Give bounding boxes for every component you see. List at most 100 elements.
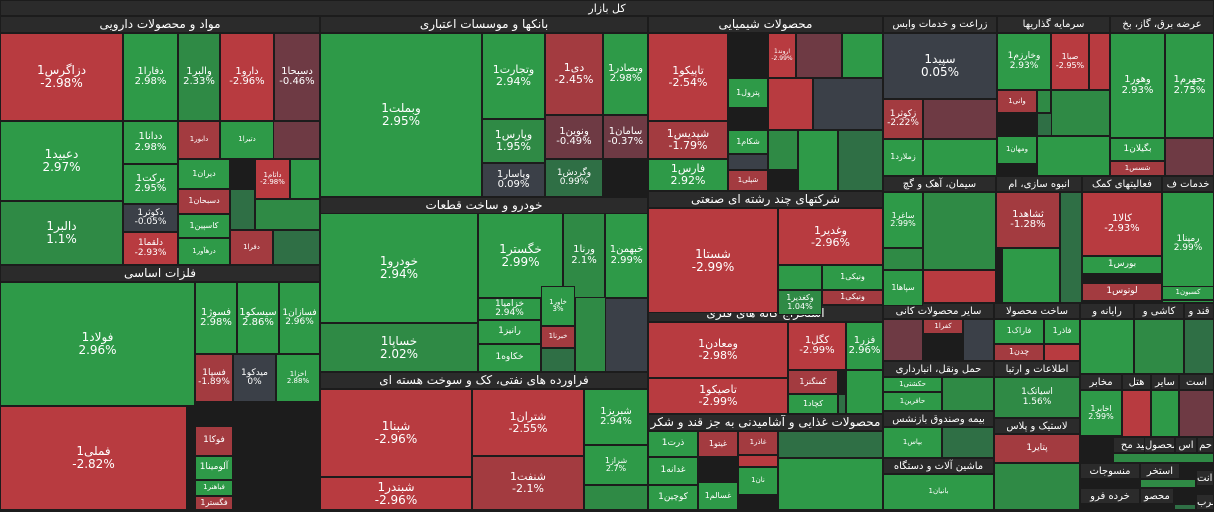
company-tile[interactable]: خبهمن1 2.99% — [605, 213, 648, 298]
company-tile[interactable]: فگستر1 — [195, 496, 233, 510]
company-tile[interactable]: وغدیر1 -2.96% — [778, 208, 883, 265]
company-tile[interactable]: شنفت1 -2.1% — [472, 456, 584, 510]
company-tile[interactable]: سپید1 0.05% — [883, 33, 997, 99]
company-tile[interactable]: وکغدیر1 1.04% — [778, 290, 822, 315]
filler-tile[interactable] — [230, 189, 255, 230]
company-tile[interactable]: آلومینا1 — [195, 456, 233, 480]
company-tile[interactable]: خکاوه1 — [478, 344, 541, 372]
company-tile[interactable]: اسیاتک1 1.56% — [994, 377, 1080, 418]
filler-tile[interactable] — [768, 78, 813, 130]
company-tile[interactable]: غسالم1 — [698, 482, 738, 510]
company-tile[interactable]: چدن1 — [994, 344, 1044, 361]
filler-tile[interactable] — [842, 33, 883, 78]
filler-tile[interactable] — [923, 139, 997, 176]
company-tile[interactable]: شتران1 -2.55% — [472, 389, 584, 456]
company-tile[interactable]: وبملت1 2.95% — [320, 33, 482, 197]
filler-tile[interactable] — [963, 319, 994, 361]
filler-tile[interactable] — [778, 265, 822, 290]
filler-tile[interactable] — [290, 159, 320, 199]
company-tile[interactable]: صبا1 -2.95% — [1051, 33, 1089, 90]
company-tile[interactable]: وخارزم1 2.93% — [997, 33, 1051, 90]
company-tile[interactable]: وهور1 2.93% — [1110, 33, 1165, 138]
company-tile[interactable]: ددانا1 2.98% — [123, 121, 178, 164]
company-tile[interactable]: خزامیا1 2.94% — [478, 298, 541, 320]
filler-tile[interactable] — [846, 370, 883, 414]
company-tile[interactable]: کمنگنز1 — [788, 370, 838, 394]
filler-tile[interactable] — [255, 199, 320, 230]
company-tile[interactable]: دالبر1 1.1% — [0, 201, 123, 265]
company-tile[interactable]: زکوثر1 -2.22% — [883, 99, 923, 139]
filler-tile[interactable] — [1060, 192, 1082, 303]
company-tile[interactable]: لوتوس1 — [1082, 283, 1162, 301]
company-tile[interactable]: شسس1 — [1110, 161, 1165, 176]
company-tile[interactable]: خبرنا1 — [541, 326, 575, 348]
filler-tile[interactable] — [1151, 390, 1179, 437]
filler-tile[interactable] — [923, 192, 996, 270]
company-tile[interactable]: وتجارت1 2.94% — [482, 33, 545, 119]
company-tile[interactable]: نان1 — [738, 467, 778, 495]
company-tile[interactable]: دعبید1 2.97% — [0, 121, 123, 201]
filler-tile[interactable] — [541, 348, 575, 372]
company-tile[interactable]: خگستر1 2.99% — [478, 213, 563, 298]
company-tile[interactable]: دی1 -2.45% — [545, 33, 603, 115]
company-tile[interactable]: اروند1 -2.99% — [768, 33, 796, 78]
company-tile[interactable]: حکشتی1 — [883, 377, 942, 392]
company-tile[interactable]: فسازان1 2.96% — [279, 282, 320, 354]
filler-tile[interactable] — [768, 130, 798, 170]
company-tile[interactable]: کوچین1 — [648, 485, 698, 510]
filler-tile[interactable] — [584, 485, 648, 510]
company-tile[interactable]: سامان1 -0.37% — [603, 115, 648, 159]
filler-tile[interactable] — [1037, 90, 1051, 113]
company-tile[interactable]: شراز1 2.7% — [584, 445, 648, 485]
company-tile[interactable]: غدانه1 — [648, 457, 698, 485]
company-tile[interactable]: بپاس1 — [883, 427, 942, 458]
company-tile[interactable]: کاسپین1 — [178, 214, 230, 238]
company-tile[interactable]: ونوین1 -0.49% — [545, 115, 603, 159]
company-tile[interactable]: وانی1 — [997, 90, 1037, 113]
company-tile[interactable]: ذرت1 — [648, 431, 698, 457]
filler-tile[interactable] — [838, 130, 883, 191]
filler-tile[interactable] — [1122, 390, 1151, 437]
company-tile[interactable]: رمپنا1 2.99% — [1162, 192, 1214, 296]
filler-tile[interactable] — [1165, 138, 1214, 176]
company-tile[interactable]: فملی1 -2.82% — [0, 406, 187, 510]
company-tile[interactable]: خساپا1 2.02% — [320, 323, 478, 372]
company-tile[interactable]: خودرو1 2.94% — [320, 213, 478, 323]
company-tile[interactable]: فاذر1 — [1044, 319, 1080, 344]
filler-tile[interactable] — [994, 463, 1080, 510]
company-tile[interactable]: حافرین1 — [883, 392, 942, 411]
company-tile[interactable]: پتایر1 — [994, 434, 1080, 463]
company-tile[interactable]: داتام1 -2.98% — [255, 159, 290, 199]
company-tile[interactable]: زملارد1 — [883, 139, 923, 176]
company-tile[interactable]: بگیلان1 — [1110, 138, 1165, 161]
company-tile[interactable]: ثشاهد1 -1.28% — [996, 192, 1060, 248]
company-tile[interactable]: ساغر1 2.99% — [883, 192, 923, 248]
company-tile[interactable]: کسبون1 — [1162, 286, 1214, 300]
filler-tile[interactable] — [1044, 344, 1080, 361]
company-tile[interactable]: وپاسار1 0.09% — [482, 163, 545, 197]
filler-tile[interactable] — [796, 33, 842, 78]
filler-tile[interactable] — [883, 319, 923, 361]
company-tile[interactable]: کگل1 -2.99% — [788, 322, 846, 370]
filler-tile[interactable] — [778, 431, 883, 458]
company-tile[interactable]: ونیکی1 — [822, 265, 883, 290]
company-tile[interactable]: تاپیکو1 -2.54% — [648, 33, 728, 121]
filler-tile[interactable] — [923, 270, 996, 303]
filler-tile[interactable] — [1113, 453, 1214, 463]
filler-tile[interactable] — [1002, 248, 1060, 303]
company-tile[interactable]: بورس1 — [1082, 256, 1162, 274]
filler-tile[interactable] — [1134, 319, 1184, 374]
company-tile[interactable]: دفارا1 2.98% — [123, 33, 178, 121]
company-tile[interactable]: اخابر1 2.99% — [1080, 390, 1122, 436]
company-tile[interactable]: بانیان1 — [883, 474, 994, 510]
company-tile[interactable]: فباهنر1 — [195, 480, 233, 496]
company-tile[interactable]: دتیرا1 — [220, 121, 274, 159]
filler-tile[interactable] — [942, 427, 994, 458]
company-tile[interactable]: دزاگرس1 -2.98% — [0, 33, 123, 121]
company-tile[interactable]: فولاد1 2.96% — [0, 282, 195, 406]
company-tile[interactable]: کچاد1 — [788, 394, 838, 414]
company-tile[interactable]: دارو1 -2.96% — [220, 33, 274, 121]
company-tile[interactable]: غاذر1 — [738, 431, 778, 455]
company-tile[interactable]: دسبحان1 — [178, 189, 230, 214]
filler-tile[interactable] — [273, 230, 320, 265]
